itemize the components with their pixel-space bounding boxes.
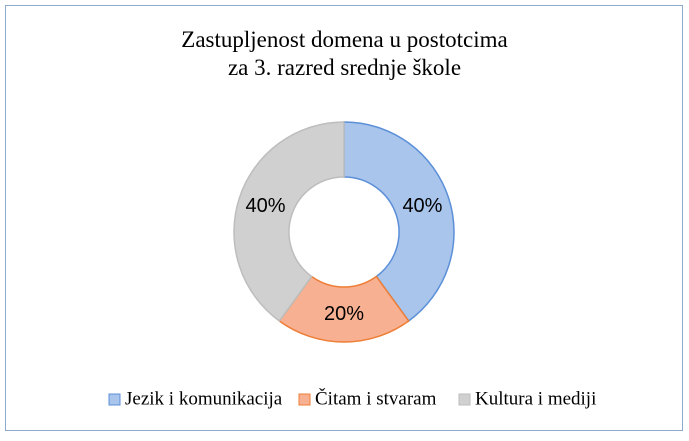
data-label: 20%	[324, 303, 364, 325]
legend-swatch	[298, 393, 311, 406]
legend-label: Kultura i mediji	[475, 388, 596, 409]
chart-title: Zastupljenost domena u postotcima za 3. …	[181, 27, 508, 80]
data-label: 40%	[402, 195, 442, 217]
legend-swatch	[458, 393, 471, 406]
data-label: 40%	[246, 195, 286, 217]
legend-label: Jezik i komunikacija	[125, 388, 283, 409]
donut-slice	[233, 121, 345, 323]
chart-border	[5, 5, 683, 431]
legend-swatch	[108, 393, 121, 406]
donut-slice	[343, 121, 455, 323]
legend-label: Čitam i stvaram	[315, 387, 437, 409]
